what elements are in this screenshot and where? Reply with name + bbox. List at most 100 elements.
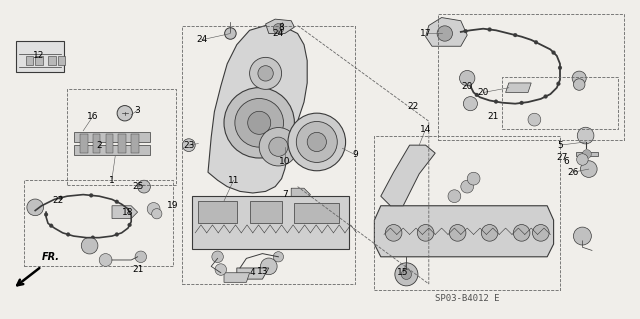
Polygon shape [93, 134, 100, 153]
Text: 21: 21 [487, 112, 499, 121]
Circle shape [481, 225, 498, 241]
Circle shape [273, 252, 284, 262]
Polygon shape [224, 273, 250, 282]
Polygon shape [16, 41, 64, 72]
Text: 1: 1 [109, 176, 115, 185]
Circle shape [307, 132, 326, 152]
Text: 7: 7 [282, 190, 287, 199]
Text: 20: 20 [477, 88, 489, 97]
Circle shape [437, 26, 452, 41]
Text: 10: 10 [279, 157, 291, 166]
Polygon shape [576, 152, 598, 156]
Text: 23: 23 [183, 141, 195, 150]
Circle shape [395, 263, 418, 286]
Circle shape [513, 33, 517, 37]
Polygon shape [506, 83, 531, 93]
Circle shape [580, 161, 597, 177]
Circle shape [212, 251, 223, 263]
Circle shape [27, 199, 44, 216]
Circle shape [532, 225, 549, 241]
Circle shape [288, 113, 346, 171]
Polygon shape [26, 56, 33, 65]
Polygon shape [80, 134, 88, 153]
Circle shape [115, 233, 119, 236]
Text: 2: 2 [97, 141, 102, 150]
Text: 11: 11 [228, 176, 239, 185]
Circle shape [467, 172, 480, 185]
Circle shape [44, 212, 48, 217]
Circle shape [461, 180, 474, 193]
Circle shape [90, 193, 93, 197]
Circle shape [475, 93, 479, 97]
Circle shape [577, 127, 594, 144]
Polygon shape [48, 56, 56, 65]
Text: 19: 19 [167, 201, 179, 210]
Circle shape [128, 210, 132, 214]
Circle shape [582, 150, 591, 159]
Circle shape [152, 209, 162, 219]
Polygon shape [74, 145, 150, 155]
Circle shape [488, 27, 492, 32]
Circle shape [182, 139, 195, 152]
Circle shape [417, 225, 434, 241]
Text: 9: 9 [353, 150, 358, 159]
Circle shape [117, 106, 132, 121]
Polygon shape [74, 132, 150, 142]
Polygon shape [291, 188, 310, 201]
Polygon shape [250, 201, 282, 223]
Circle shape [552, 51, 556, 55]
Circle shape [36, 206, 40, 210]
Circle shape [577, 154, 588, 165]
Text: 26: 26 [567, 168, 579, 177]
Circle shape [513, 225, 530, 241]
Text: 4: 4 [250, 268, 255, 277]
Polygon shape [294, 199, 314, 209]
Circle shape [449, 225, 466, 241]
Polygon shape [35, 56, 43, 65]
Circle shape [258, 66, 273, 81]
Polygon shape [426, 18, 467, 46]
Polygon shape [381, 145, 435, 206]
Circle shape [557, 82, 561, 86]
Circle shape [401, 269, 412, 279]
Circle shape [248, 111, 271, 134]
Text: 5: 5 [557, 141, 563, 150]
Text: 21: 21 [132, 265, 143, 274]
Circle shape [99, 254, 112, 266]
Circle shape [260, 258, 277, 275]
Text: 27: 27 [556, 153, 568, 162]
Polygon shape [58, 56, 65, 65]
Circle shape [494, 100, 498, 104]
Text: 15: 15 [397, 268, 409, 277]
Text: FR.: FR. [42, 252, 60, 262]
Circle shape [259, 128, 298, 166]
Circle shape [225, 28, 236, 39]
Circle shape [59, 196, 63, 200]
Polygon shape [131, 134, 139, 153]
Circle shape [128, 223, 132, 227]
Circle shape [269, 137, 288, 156]
Polygon shape [208, 26, 307, 193]
Polygon shape [198, 201, 237, 223]
Circle shape [460, 70, 475, 86]
Text: 14: 14 [420, 125, 431, 134]
Polygon shape [112, 206, 138, 219]
Circle shape [135, 251, 147, 263]
Text: 18: 18 [122, 208, 134, 217]
Text: 3: 3 [135, 106, 140, 115]
Text: 24: 24 [196, 35, 207, 44]
Text: 8: 8 [279, 23, 284, 32]
Circle shape [463, 97, 477, 111]
Text: 22: 22 [407, 102, 419, 111]
Circle shape [147, 203, 160, 215]
Circle shape [296, 122, 337, 162]
Text: 22: 22 [52, 197, 63, 205]
Text: SP03-B4012 E: SP03-B4012 E [435, 294, 499, 303]
Text: 17: 17 [420, 29, 431, 38]
Circle shape [520, 101, 524, 105]
Circle shape [463, 29, 468, 33]
Circle shape [385, 225, 402, 241]
Circle shape [67, 233, 70, 236]
Circle shape [49, 224, 53, 228]
Circle shape [573, 79, 585, 90]
